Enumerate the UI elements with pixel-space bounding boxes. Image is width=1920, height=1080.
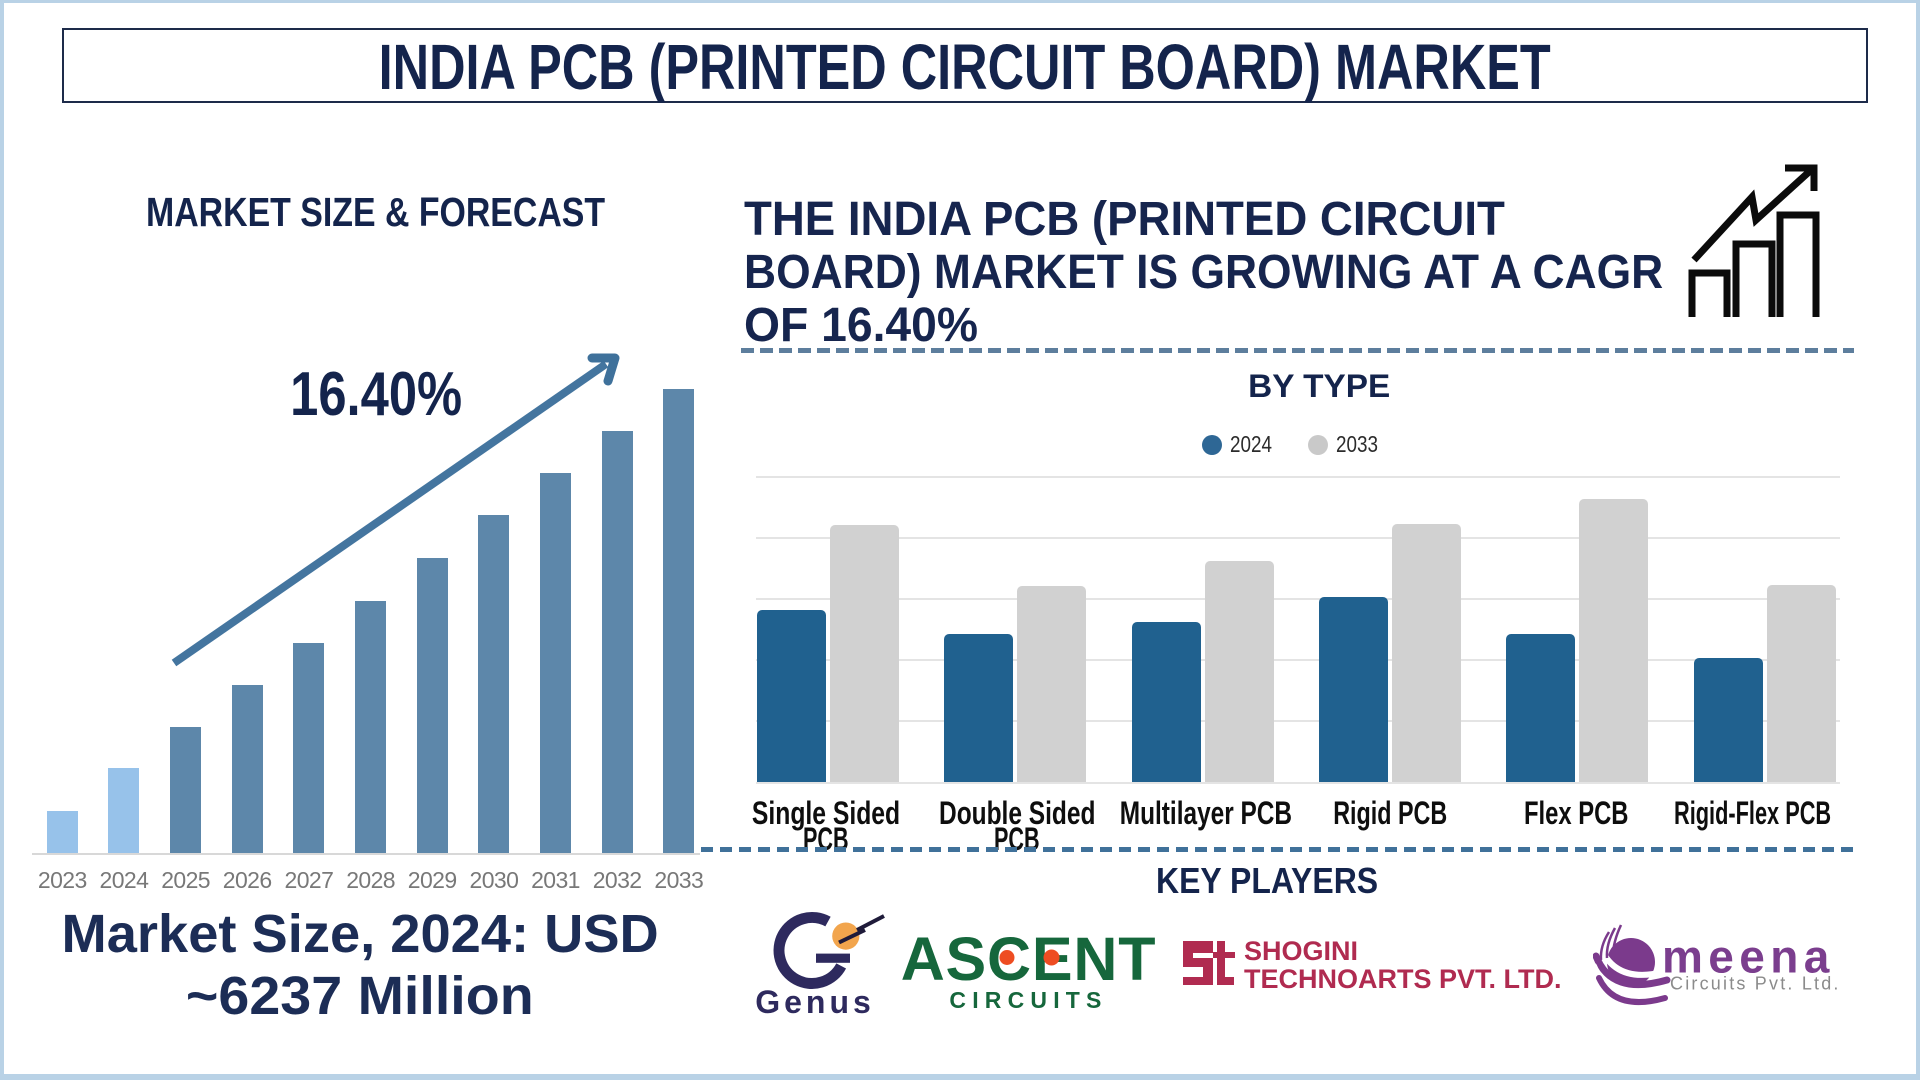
svg-text:Circuits Pvt. Ltd.: Circuits Pvt. Ltd. — [1670, 974, 1841, 994]
svg-text:ASCENT: ASCENT — [901, 925, 1157, 993]
svg-text:SHOGINI: SHOGINI — [1244, 936, 1358, 966]
svg-text:CIRCUITS: CIRCUITS — [949, 987, 1107, 1013]
svg-text:Genus: Genus — [755, 984, 875, 1018]
svg-text:meena: meena — [1662, 930, 1835, 982]
svg-text:TECHNOARTS PVT. LTD.: TECHNOARTS PVT. LTD. — [1244, 964, 1562, 994]
